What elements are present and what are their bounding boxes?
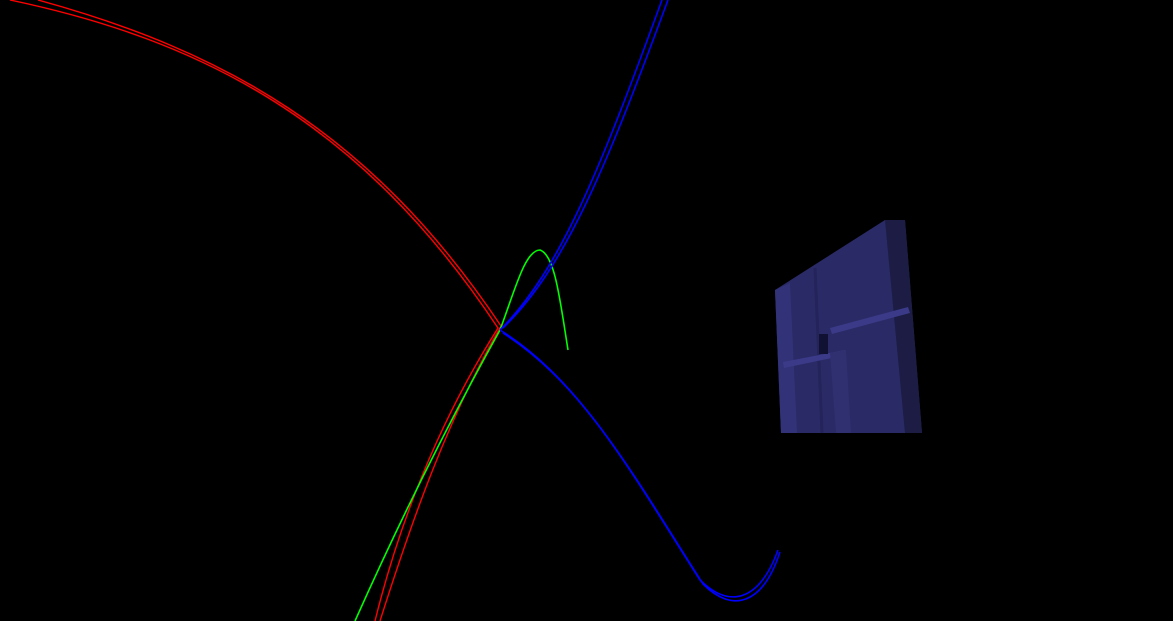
red-trajectory-line-inner xyxy=(37,0,502,621)
green-trajectory xyxy=(354,249,569,621)
blue-box-dark-notch xyxy=(819,334,828,354)
green-trajectory-line xyxy=(354,249,569,621)
blue-trajectory-lower-inner xyxy=(502,332,781,602)
blue-trajectory-upper-inner xyxy=(502,0,669,329)
blue-trajectory-upper-outer xyxy=(499,0,663,331)
blue-box-vertical-seam xyxy=(813,267,824,434)
blue-box-highlight-ledge-upper xyxy=(830,307,910,334)
blue-box-left-edge xyxy=(775,283,797,433)
blue-box[interactable] xyxy=(775,220,922,434)
red-trajectory xyxy=(9,0,502,621)
blue-box-side-face xyxy=(885,220,922,433)
blue-trajectory-lower-outer xyxy=(499,329,779,598)
blue-trajectory xyxy=(499,0,781,602)
blue-box-highlight-pillar xyxy=(830,350,851,433)
red-trajectory-line-outer xyxy=(9,0,499,621)
